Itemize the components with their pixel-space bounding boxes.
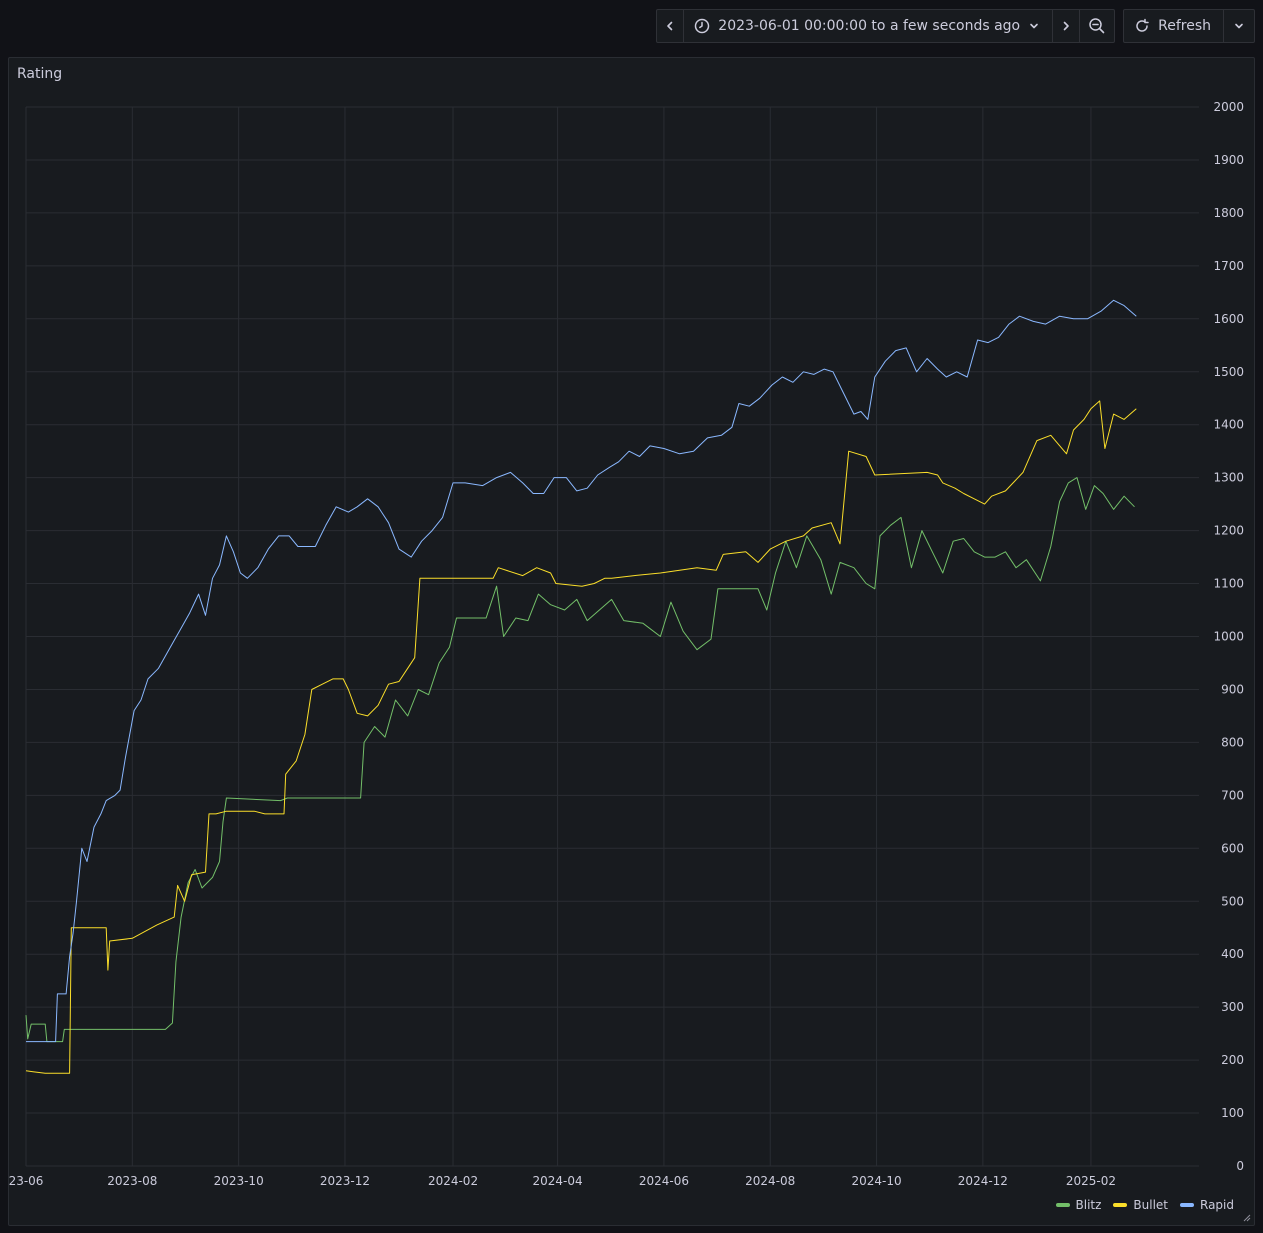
series-line-bullet: [25, 400, 1137, 1074]
legend-swatch: [1180, 1203, 1194, 1207]
legend-label: Rapid: [1200, 1198, 1234, 1212]
x-tick-label: 2024-06: [639, 1174, 689, 1188]
clock-icon: [695, 18, 710, 34]
rating-chart[interactable]: 0 100 200 300 400 500 600 700 800 900 1000 1100 1200…: [9, 58, 1254, 1225]
refresh-button[interactable]: Refresh: [1124, 10, 1224, 42]
legend-swatch: [1055, 1203, 1070, 1207]
y-tick-label: 800: [1221, 735, 1244, 749]
chevron-down-icon: [1030, 23, 1038, 29]
rating-panel: Rating 0 100 200 300 400 500 600 700 800 900 1000 1…: [8, 57, 1255, 1226]
y-tick-label: 500: [1221, 894, 1244, 908]
time-forward-button[interactable]: [1053, 10, 1081, 42]
refresh-controls: Refresh: [1123, 9, 1255, 43]
legend-label: Blitz: [1075, 1198, 1102, 1212]
refresh-label: Refresh: [1158, 18, 1211, 34]
y-tick-label: 700: [1221, 788, 1244, 802]
x-tick-label: 2024-12: [958, 1174, 1008, 1188]
x-tick-label: 2024-04: [533, 1174, 583, 1188]
y-tick-label: 1500: [1213, 365, 1244, 379]
series-line-blitz: [25, 477, 1135, 1043]
chevron-right-icon: [1063, 21, 1069, 31]
refresh-interval-dropdown[interactable]: [1224, 10, 1254, 42]
x-tick-label: 23-06: [9, 1174, 43, 1188]
y-tick-label: 0: [1236, 1159, 1244, 1173]
resize-handle-icon[interactable]: [1241, 1212, 1251, 1222]
x-tick-label: 2024-08: [745, 1174, 795, 1188]
y-tick-label: 400: [1221, 947, 1244, 961]
y-tick-label: 1000: [1213, 630, 1244, 644]
y-tick-label: 200: [1221, 1053, 1244, 1067]
y-tick-label: 600: [1221, 841, 1244, 855]
y-tick-label: 1200: [1213, 524, 1244, 538]
y-tick-label: 2000: [1213, 100, 1244, 114]
time-range-label: 2023-06-01 00:00:00 to a few seconds ago: [718, 18, 1021, 34]
dashboard-toolbar: 2023-06-01 00:00:00 to a few seconds ago…: [656, 9, 1255, 43]
x-tick-label: 2025-02: [1066, 1174, 1116, 1188]
y-tick-label: 1600: [1213, 312, 1244, 326]
y-tick-label: 1100: [1213, 577, 1244, 591]
y-tick-label: 1800: [1213, 206, 1244, 220]
chevron-down-icon: [1235, 23, 1243, 29]
legend-item-blitz[interactable]: Blitz: [1055, 1198, 1102, 1212]
zoom-out-icon: [1089, 18, 1105, 34]
time-back-button[interactable]: [657, 10, 685, 42]
refresh-icon: [1136, 18, 1149, 32]
y-tick-label: 900: [1221, 682, 1244, 696]
legend-item-rapid[interactable]: Rapid: [1180, 1198, 1234, 1212]
legend-swatch: [1113, 1203, 1128, 1207]
y-tick-label: 1700: [1213, 259, 1244, 273]
time-range-controls: 2023-06-01 00:00:00 to a few seconds ago: [656, 9, 1116, 43]
y-tick-label: 1400: [1213, 418, 1244, 432]
y-tick-label: 1900: [1213, 153, 1244, 167]
legend-item-bullet[interactable]: Bullet: [1113, 1198, 1168, 1212]
y-tick-label: 1300: [1213, 471, 1244, 485]
x-tick-label: 2024-10: [851, 1174, 901, 1188]
chevron-left-icon: [667, 21, 673, 31]
chart-legend: Blitz Bullet Rapid: [1055, 1198, 1234, 1212]
x-tick-label: 2023-12: [320, 1174, 370, 1188]
panel-title: Rating: [17, 66, 63, 82]
legend-label: Bullet: [1133, 1198, 1168, 1212]
y-tick-label: 300: [1221, 1000, 1244, 1014]
y-tick-label: 100: [1221, 1106, 1244, 1120]
zoom-out-button[interactable]: [1080, 10, 1114, 42]
x-tick-label: 2023-10: [214, 1174, 264, 1188]
x-tick-label: 2024-02: [428, 1174, 478, 1188]
x-tick-label: 2023-08: [107, 1174, 157, 1188]
time-range-picker[interactable]: 2023-06-01 00:00:00 to a few seconds ago: [684, 10, 1054, 42]
series-line-rapid: [26, 299, 1137, 1043]
